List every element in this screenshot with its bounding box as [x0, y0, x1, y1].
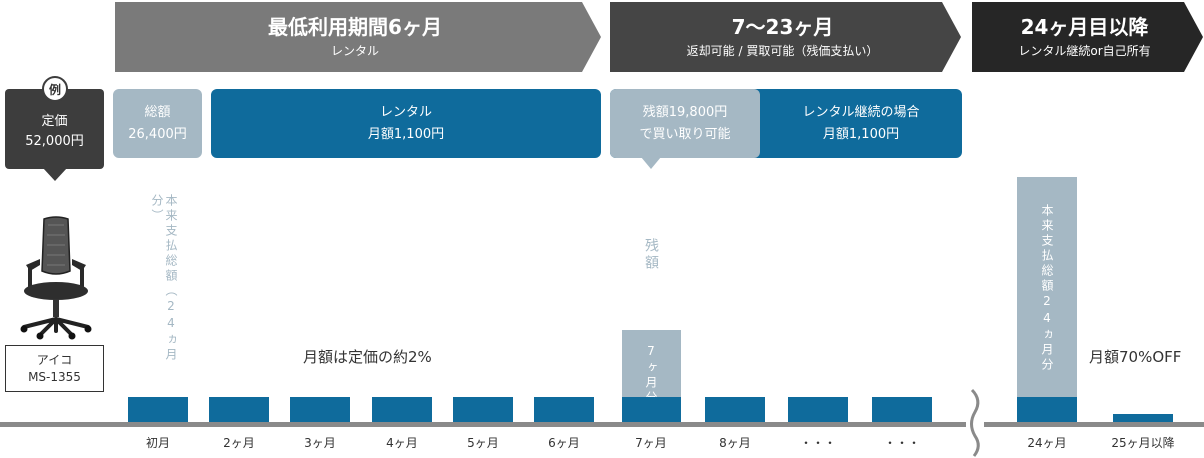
list-price-box: 定価 52,000円: [5, 89, 104, 169]
rental-box-label: レンタル: [379, 104, 432, 120]
residual-box-value: で買い取り可能: [639, 126, 731, 142]
product-name: アイコ: [36, 352, 73, 367]
seven-month-cumulative-bar: [622, 330, 681, 397]
continue-box-label: レンタル継続の場合: [802, 104, 920, 120]
residual-pointer: [641, 157, 661, 169]
product-name-box: アイコ MS‐1355: [5, 345, 104, 392]
monthly-bar: [705, 397, 765, 422]
monthly-bar: [290, 397, 350, 422]
example-badge: 例: [42, 76, 68, 102]
x-axis-label: 6ヶ月: [548, 436, 580, 450]
x-axis-label: 初月: [145, 436, 170, 450]
phase-2-subtitle: 返却可能 / 買取可能（残価支払い）: [686, 44, 879, 58]
x-axis-label: 25ヶ月以降: [1111, 436, 1175, 450]
after-rate-note: 月額70%OFF: [1089, 348, 1182, 366]
x-axis-label: 8ヶ月: [719, 436, 751, 450]
total-box: 総額 26,400円: [113, 89, 202, 158]
product-model: MS‐1355: [28, 369, 81, 384]
phase-3-subtitle: レンタル継続or自己所有: [1018, 44, 1151, 58]
axis-break-mark: [966, 388, 984, 458]
phase-3: 24ヶ月目以降 レンタル継続or自己所有: [972, 2, 1197, 72]
phase-arrow-1: [115, 2, 601, 72]
phase-1-subtitle: レンタル: [330, 44, 379, 58]
rental-box: レンタル 月額1,100円: [211, 89, 601, 158]
phase-arrow-2: [610, 2, 961, 72]
phase-2: 7〜23ヶ月 返却可能 / 買取可能（残価支払い）: [610, 2, 955, 72]
twentyfour-month-note: 本来支払総額24ヵ月分: [1040, 204, 1054, 373]
monthly-bar: [621, 397, 681, 422]
total-note: 本来支払総額（24ヵ月分）: [150, 194, 178, 363]
x-axis-label: 5ヶ月: [467, 436, 499, 450]
list-price-label: 定価: [41, 114, 68, 129]
monthly-bar: [872, 397, 932, 422]
residual-box-label: 残額19,800円: [642, 104, 728, 120]
monthly-bar: [128, 397, 188, 422]
continue-box: レンタル継続の場合 月額1,100円: [760, 89, 962, 158]
phase-1-title: 最低利用期間6ヶ月: [268, 15, 442, 39]
x-axis-label: ・・・: [883, 436, 920, 450]
monthly-rate-note: 月額は定価の約2%: [303, 348, 432, 366]
list-price-value: 52,000円: [25, 134, 84, 149]
phase-arrow-3: [972, 2, 1203, 72]
x-axis-label: ・・・: [799, 436, 836, 450]
x-axis-label: 4ヶ月: [386, 436, 418, 450]
total-box-label: 総額: [144, 104, 171, 120]
chair-illustration: [20, 216, 92, 340]
x-axis-label: 2ヶ月: [223, 436, 255, 450]
monthly-bar: [453, 397, 513, 422]
rental-box-value: 月額1,100円: [367, 126, 445, 142]
x-axis-label: 3ヶ月: [304, 436, 336, 450]
continue-box-value: 月額1,100円: [822, 126, 900, 142]
x-axis-label: 24ヶ月: [1027, 436, 1067, 450]
residual-box: 残額19,800円 で買い取り可能: [610, 89, 760, 158]
twentyfour-month-cumulative-bar: [1017, 177, 1077, 397]
monthly-bar: [372, 397, 432, 422]
x-axis: [0, 422, 1204, 427]
phase-1: 最低利用期間6ヶ月 レンタル: [115, 2, 595, 72]
residual-note: 残額: [643, 238, 659, 272]
monthly-bar: [1017, 397, 1077, 422]
monthly-bar: [209, 397, 269, 422]
monthly-bar: [534, 397, 594, 422]
phase-arrows: [115, 2, 1203, 72]
seven-month-note: 7ヶ月分: [644, 344, 658, 406]
phase-3-title: 24ヶ月目以降: [1020, 15, 1149, 39]
monthly-bar: [788, 397, 848, 422]
phase-2-title: 7〜23ヶ月: [731, 15, 834, 39]
x-axis-label: 7ヶ月: [635, 436, 667, 450]
price-pointer: [43, 168, 67, 181]
total-box-value: 26,400円: [128, 126, 187, 142]
monthly-bar: [1113, 414, 1173, 422]
